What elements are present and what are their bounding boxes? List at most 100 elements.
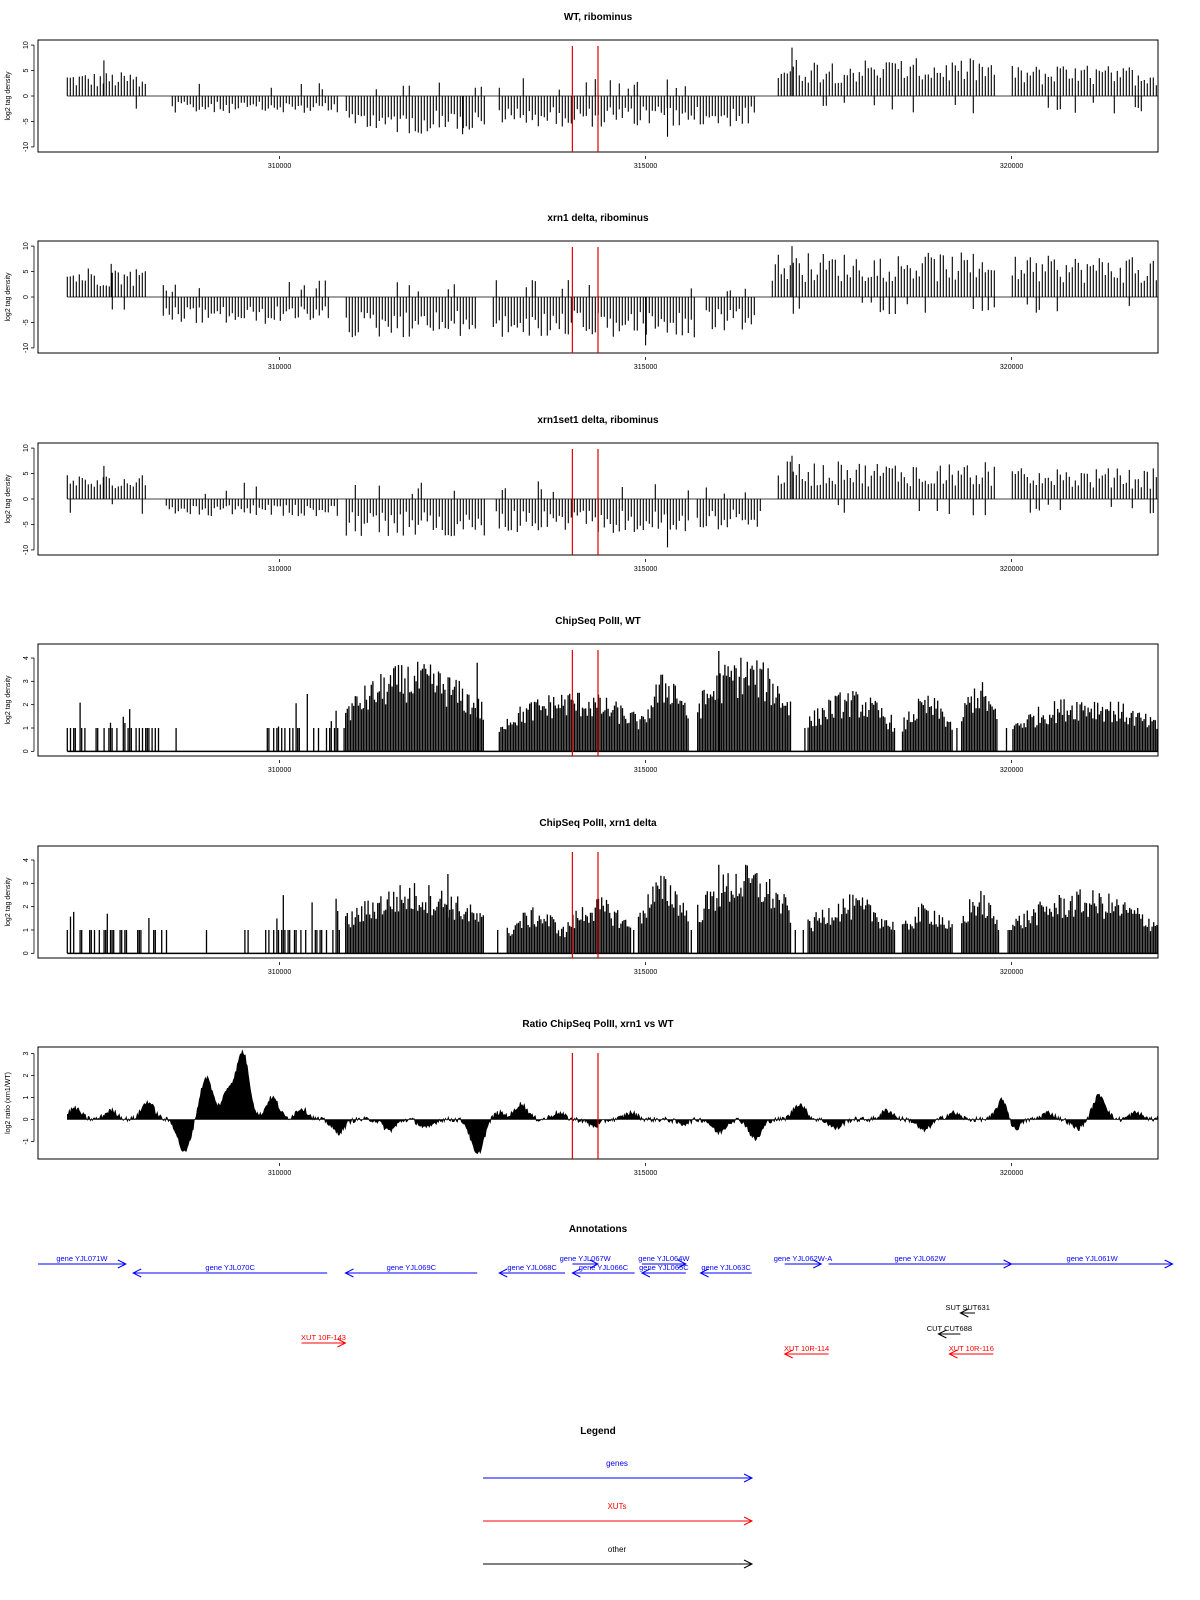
chart-title: ChipSeq PolII, WT [555,616,641,627]
y-tick-label: 2 [23,905,30,909]
annotation-feature: gene YJL063C [699,1263,752,1278]
y-tick-label: 10 [23,444,30,452]
arrow-head [813,1259,823,1269]
y-axis-label: log2 tag density [5,272,12,322]
feature-label: gene YJL062W-A [774,1254,833,1263]
feature-arrow [38,1259,127,1269]
feature-arrow [828,1259,1013,1269]
x-tick-label: 320000 [1000,969,1023,976]
feature-arrow [301,1338,347,1348]
data-series [67,1049,1159,1155]
feature-arrow [937,1329,961,1339]
legend-item-xuts: XUTs [483,1502,754,1526]
signal-bars [66,455,1157,548]
data-series [66,455,1158,548]
y-tick-label: -5 [23,521,30,527]
y-tick-label: 4 [23,656,30,660]
feature-arrow [783,1349,829,1359]
y-tick-label: -5 [23,118,30,124]
x-tick-label: 310000 [268,566,291,573]
arrow-head [117,1259,127,1269]
annotation-feature: XUT 10R-114 [783,1344,829,1359]
legend-label: XUTs [607,1502,626,1511]
chart-title: Ratio ChipSeq PolII, xrn1 vs WT [522,1019,673,1030]
y-tick-label: -10 [23,142,30,152]
signal-bars [66,47,1157,137]
signal-bars [66,246,1157,346]
y-tick-label: -1 [23,1138,30,1144]
signal-bars [66,651,1158,752]
x-tick-label: 315000 [634,1170,657,1177]
annotation-feature: gene YJL065C [639,1263,689,1278]
y-axis-label: log2 tag density [5,474,12,524]
arrow-head [589,1259,600,1269]
data-series [66,651,1158,753]
y-tick-label: 0 [23,749,30,753]
annotations-panel: Annotations gene YJL071W gene YJL070C gene … [38,1224,1174,1359]
feature-arrow [483,1559,754,1569]
y-tick-label: 10 [23,242,30,250]
feature-label: gene YJL063C [701,1263,751,1272]
feature-label: gene YJL066C [579,1263,629,1272]
x-tick-label: 310000 [268,364,291,371]
arrow-head [743,1559,754,1569]
chart-panel-4: ChipSeq PolII, WT 4 3 2 1 0 log2 tag density 31… [5,616,1159,774]
y-tick-label: 0 [23,94,30,98]
y-tick-label: 4 [23,858,30,862]
y-tick-label: 1 [23,928,30,932]
feature-arrow [132,1268,328,1278]
feature-label: XUT 10R-116 [949,1344,994,1353]
arrow-head [132,1268,142,1278]
x-tick-label: 310000 [268,163,291,170]
arrow-head [783,1349,793,1359]
arrow-head [948,1349,958,1359]
feature-arrow [483,1473,754,1483]
legend-title: Legend [580,1426,616,1437]
feature-arrow [959,1308,975,1318]
y-tick-label: 0 [23,951,30,955]
legend-item-genes: genes [483,1459,754,1483]
annotation-feature: XUT 10R-116 [948,1344,994,1359]
y-tick-label: 5 [23,269,30,273]
annotation-feature: CUT CUT688 [927,1324,972,1339]
chart-panel-6: Ratio ChipSeq PolII, xrn1 vs WT 3 2 1 0 -1 log… [5,1019,1159,1177]
data-series [66,246,1158,346]
y-axis-label: log2 tag density [5,675,12,725]
feature-arrow [483,1516,754,1526]
ratio-area [67,1049,1159,1155]
annotation-feature: gene YJL067W [560,1254,612,1269]
feature-label: gene YJL064W [638,1254,690,1263]
annotation-feature: gene YJL062W-A [774,1254,833,1269]
y-tick-label: 1 [23,726,30,730]
feature-label: XUT 10F-143 [301,1333,346,1342]
y-tick-label: -5 [23,319,30,325]
legend-label: genes [606,1459,628,1468]
annotation-feature: gene YJL071W [38,1254,127,1269]
annotation-feature: gene YJL062W [828,1254,1013,1269]
arrow-head [743,1473,754,1483]
x-tick-label: 315000 [634,767,657,774]
annotation-feature: gene YJL069C [344,1263,478,1278]
y-axis-label: log2 ratio (xrn1/WT) [5,1072,12,1134]
x-tick-label: 320000 [1000,1170,1023,1177]
arrow-head [640,1268,651,1278]
annotation-feature: XUT 10F-143 [301,1333,347,1348]
y-tick-label: 5 [23,68,30,72]
chart-title: xrn1 delta, ribominus [547,213,649,224]
annotation-feature: gene YJL064W [638,1254,690,1269]
arrow-head [1003,1259,1013,1269]
feature-arrow [948,1349,994,1359]
x-tick-label: 320000 [1000,566,1023,573]
annotations-title: Annotations [569,1224,628,1235]
data-series [66,47,1158,137]
data-series [66,864,1158,955]
arrow-head [677,1259,687,1269]
chart-panel-1: WT, ribominus 10 5 0 -5 -10 log2 tag density 31… [5,12,1159,170]
signal-bars [66,864,1158,954]
feature-label: XUT 10R-114 [784,1344,829,1353]
y-tick-label: 0 [23,1117,30,1121]
feature-label: CUT CUT688 [927,1324,972,1333]
arrow-head [743,1516,754,1526]
y-tick-label: 10 [23,41,30,49]
y-tick-label: 5 [23,471,30,475]
